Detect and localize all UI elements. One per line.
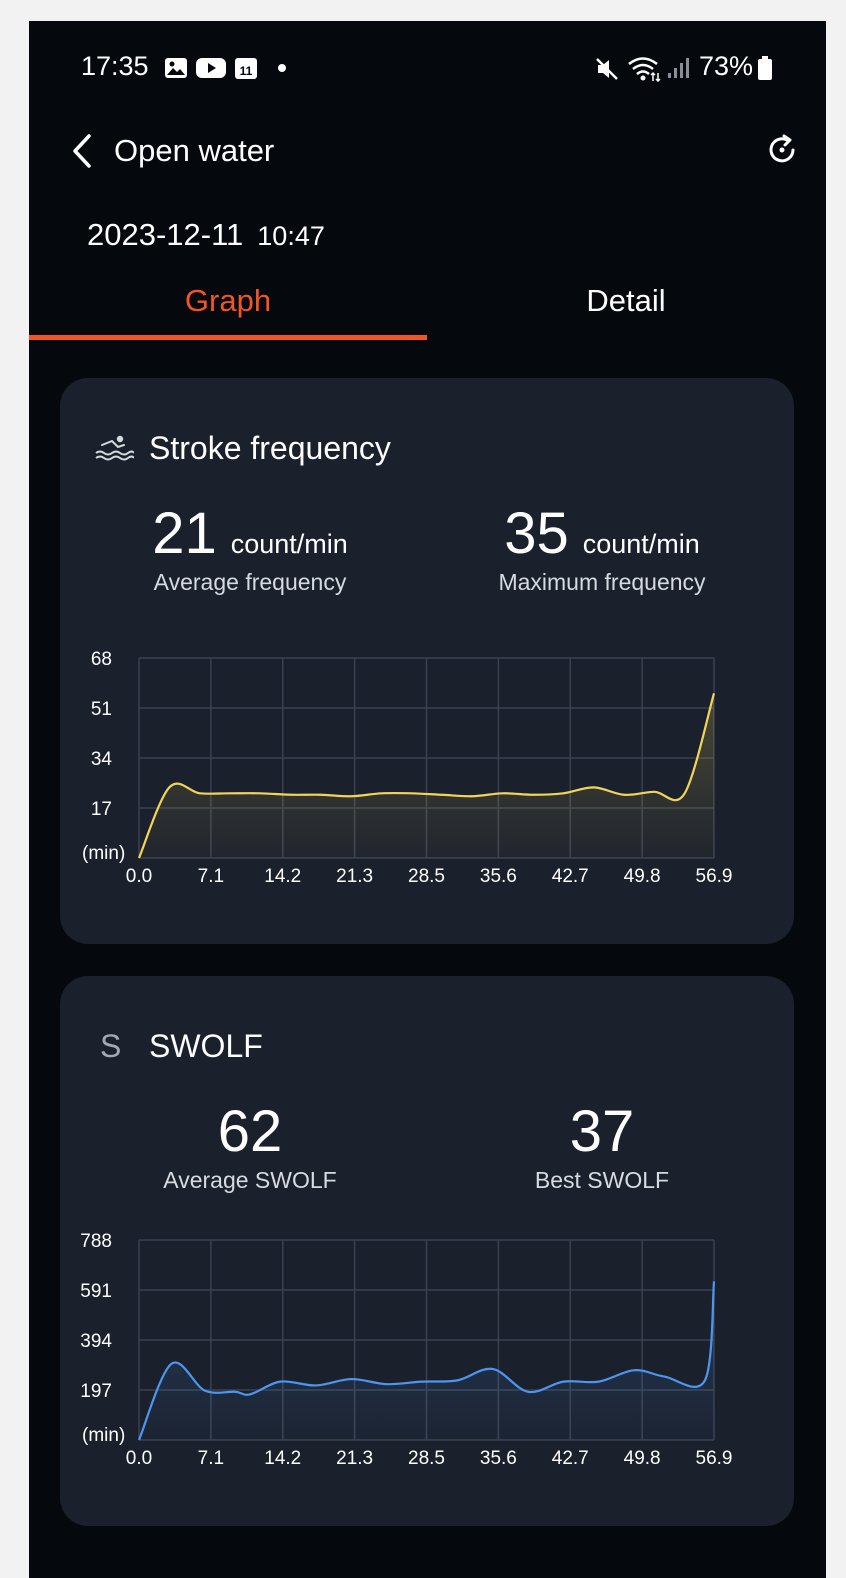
- average-swolf-stat: 62 Average SWOLF: [120, 1098, 380, 1194]
- x-tick-label: 21.3: [336, 866, 373, 884]
- average-frequency-unit: count/min: [230, 529, 348, 559]
- battery-percent: 73%: [699, 51, 754, 81]
- maximum-frequency-value: 35: [504, 501, 569, 566]
- session-datetime: 2023-12-11 10:47: [87, 217, 325, 253]
- stroke-card-title: Stroke frequency: [149, 430, 391, 466]
- maximum-frequency-unit: count/min: [582, 529, 700, 559]
- x-tick-label: 21.3: [336, 1448, 373, 1466]
- y-tick-label: 17: [91, 799, 112, 820]
- x-tick-label: 28.5: [408, 866, 445, 884]
- y-tick-label: 68: [91, 649, 112, 670]
- stroke-frequency-card: Stroke frequency 21 count/min Average fre…: [60, 378, 794, 944]
- x-tick-label: 35.6: [480, 1448, 517, 1466]
- y-tick-label: 394: [80, 1331, 112, 1352]
- y-tick-label: 197: [80, 1381, 112, 1402]
- status-time: 17:35: [81, 51, 149, 81]
- x-tick-label: 7.1: [198, 1448, 224, 1466]
- active-tab-indicator: [29, 335, 427, 340]
- stroke-frequency-chart: 0.0 7.1 14.2 21.3 28.5 35.6 42.7 49.8 56.9 17 34 51…: [82, 649, 733, 884]
- back-button[interactable]: [67, 131, 97, 171]
- y-tick-label: 34: [91, 749, 113, 770]
- swolf-chart: 0.0 7.1 14.2 21.3 28.5 35.6 42.7 49.8 56.9 197 394…: [80, 1231, 733, 1466]
- swimmer-icon: [95, 435, 134, 461]
- session-date: 2023-12-11: [87, 217, 244, 252]
- series-line: [137, 1281, 716, 1441]
- status-bar: 17:35 11 73%: [29, 21, 826, 111]
- x-tick-label: 7.1: [198, 866, 224, 884]
- tab-graph[interactable]: Graph: [184, 283, 272, 318]
- axis-unit-label: (min): [82, 843, 125, 864]
- average-frequency-value: 21: [152, 501, 217, 566]
- refresh-icon: [769, 134, 795, 163]
- series-line: [137, 692, 716, 859]
- app-header: Open water: [29, 121, 826, 181]
- signal-icon: [667, 56, 689, 85]
- y-tick-label: 51: [91, 699, 112, 720]
- youtube-icon: [196, 56, 226, 85]
- swolf-icon: S: [100, 1028, 122, 1064]
- series-area-fill: [139, 693, 714, 858]
- average-frequency-stat: 21 count/min Average frequency: [120, 500, 380, 596]
- mute-icon: [594, 56, 620, 87]
- tab-detail[interactable]: Detail: [586, 283, 666, 318]
- average-frequency-label: Average frequency: [153, 569, 347, 595]
- maximum-frequency-stat: 35 count/min Maximum frequency: [472, 500, 732, 596]
- tab-bar: Graph Detail: [29, 281, 826, 341]
- notification-dot: [277, 56, 287, 85]
- x-tick-label: 42.7: [552, 866, 589, 884]
- calendar-day: 11: [240, 64, 253, 78]
- x-tick-label: 56.9: [696, 866, 733, 884]
- axis-unit-label: (min): [82, 1425, 125, 1446]
- swolf-card-title: SWOLF: [149, 1028, 263, 1064]
- session-time: 10:47: [257, 221, 325, 251]
- x-tick-label: 14.2: [264, 866, 301, 884]
- calendar-icon: 11: [234, 56, 258, 85]
- x-tick-label: 42.7: [552, 1448, 589, 1466]
- average-swolf-label: Average SWOLF: [163, 1167, 337, 1193]
- average-swolf-value: 62: [217, 1099, 283, 1164]
- best-swolf-value: 37: [569, 1099, 635, 1164]
- series-area-fill: [139, 1281, 714, 1440]
- refresh-button[interactable]: [765, 133, 799, 172]
- best-swolf-label: Best SWOLF: [534, 1167, 670, 1193]
- x-tick-label: 0.0: [126, 1448, 152, 1466]
- wifi-icon: [627, 56, 661, 87]
- x-tick-label: 14.2: [264, 1448, 301, 1466]
- x-tick-label: 49.8: [624, 866, 661, 884]
- battery-icon: [757, 56, 773, 87]
- page-title: Open water: [114, 133, 275, 168]
- x-tick-label: 49.8: [624, 1448, 661, 1466]
- x-tick-label: 0.0: [126, 866, 152, 884]
- x-tick-label: 35.6: [480, 866, 517, 884]
- swolf-card: S SWOLF 62 Average SWOLF 37 Best SWOLF 0…: [60, 976, 794, 1526]
- gallery-icon: [164, 56, 188, 85]
- y-tick-label: 788: [80, 1231, 112, 1252]
- x-tick-label: 28.5: [408, 1448, 445, 1466]
- chevron-left-icon: [73, 134, 91, 168]
- phone-screen: 17:35 11 73% Open water: [29, 21, 826, 1578]
- x-tick-label: 56.9: [696, 1448, 733, 1466]
- y-tick-label: 591: [80, 1281, 112, 1302]
- maximum-frequency-label: Maximum frequency: [498, 569, 706, 595]
- best-swolf-stat: 37 Best SWOLF: [472, 1098, 732, 1194]
